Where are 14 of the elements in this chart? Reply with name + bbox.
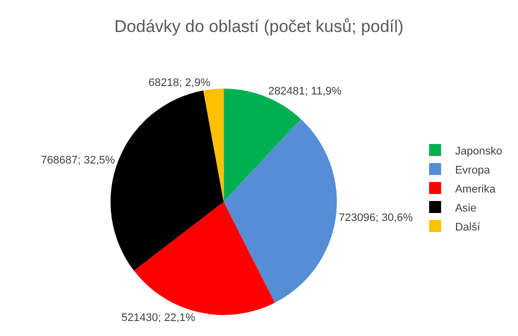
pie-slice — [224, 119, 337, 303]
data-label: 723096; 30,6% — [338, 212, 413, 224]
legend-label: Evropa — [455, 164, 491, 176]
legend-label: Japonsko — [455, 145, 502, 158]
data-label: 768687; 32,5% — [40, 154, 116, 166]
pie-slice — [134, 202, 275, 315]
data-label: 68218; 2,9% — [148, 77, 210, 90]
data-label: 282481; 11,9% — [268, 85, 342, 98]
pie-slice — [203, 88, 224, 202]
chart-title: Dodávky do oblastí (počet kusů; podíl) — [114, 17, 404, 36]
data-label: 521430; 22,1% — [121, 312, 196, 324]
legend-label: Asie — [455, 202, 477, 214]
legend-label: Amerika — [455, 183, 496, 196]
legend-label: Další — [455, 221, 482, 234]
